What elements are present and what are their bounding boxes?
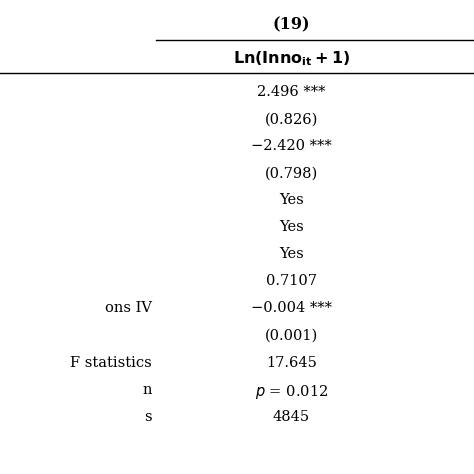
Text: −2.420 ***: −2.420 ***	[251, 139, 332, 154]
Text: (0.798): (0.798)	[265, 166, 318, 181]
Text: (19): (19)	[273, 17, 310, 34]
Text: 17.645: 17.645	[266, 356, 317, 370]
Text: 4845: 4845	[273, 410, 310, 424]
Text: Yes: Yes	[279, 220, 304, 235]
Text: $\mathbf{Ln(Inno_{it} + 1)}$: $\mathbf{Ln(Inno_{it} + 1)}$	[233, 50, 350, 68]
Text: Yes: Yes	[279, 193, 304, 208]
Text: Yes: Yes	[279, 247, 304, 262]
Text: 0.7107: 0.7107	[266, 274, 317, 289]
Text: (0.001): (0.001)	[265, 328, 318, 343]
Text: (0.826): (0.826)	[265, 112, 318, 127]
Text: −0.004 ***: −0.004 ***	[251, 301, 332, 316]
Text: F statistics: F statistics	[70, 356, 152, 370]
Text: 2.496 ***: 2.496 ***	[257, 85, 326, 100]
Text: s: s	[144, 410, 152, 424]
Text: $p$ = 0.012: $p$ = 0.012	[255, 383, 328, 401]
Text: ons IV: ons IV	[105, 301, 152, 316]
Text: n: n	[142, 383, 152, 397]
